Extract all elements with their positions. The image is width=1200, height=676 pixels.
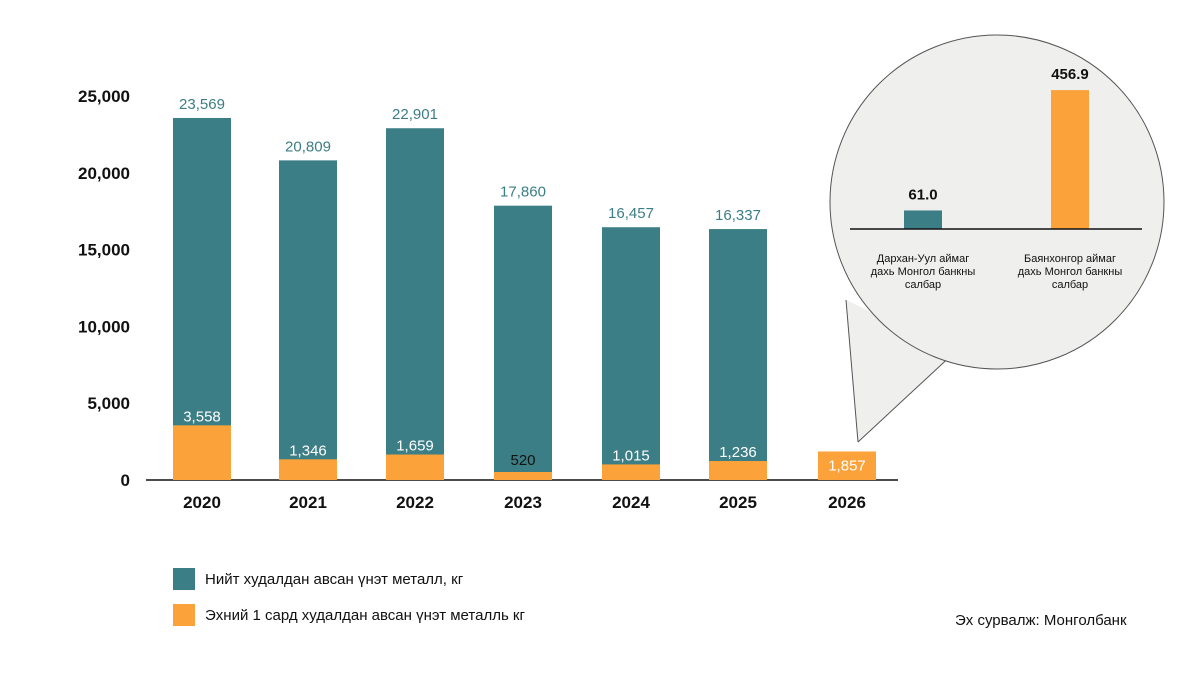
- bar-first-month: [173, 425, 231, 480]
- legend-label-first-month: Эхний 1 сард худалдан авсан үнэт металль…: [205, 606, 525, 624]
- y-tick-label: 5,000: [87, 394, 130, 413]
- data-label-first-month: 1,857: [828, 457, 866, 474]
- x-tick-label: 2021: [289, 493, 327, 512]
- bar-total: [279, 160, 337, 480]
- x-tick-label: 2022: [396, 493, 434, 512]
- source-note: Эх сурвалж: Монголбанк: [955, 612, 1127, 629]
- x-tick-label: 2024: [612, 493, 650, 512]
- legend-label-total: Нийт худалдан авсан үнэт металл, кг: [205, 570, 464, 588]
- bar-total: [709, 229, 767, 480]
- inset-category-label: дахь Монгол банкны: [1018, 266, 1123, 278]
- inset-category-label: салбар: [905, 279, 941, 291]
- data-label-first-month: 520: [510, 452, 535, 469]
- inset-category-label: дахь Монгол банкны: [871, 266, 976, 278]
- y-tick-label: 25,000: [78, 87, 130, 106]
- inset-data-label: 456.9: [1051, 66, 1089, 83]
- y-tick-label: 10,000: [78, 317, 130, 336]
- x-tick-label: 2023: [504, 493, 542, 512]
- inset-category-label: салбар: [1052, 279, 1088, 291]
- inset-circle: [829, 34, 1165, 370]
- inset-data-label: 61.0: [908, 186, 937, 203]
- callout-wedge: [846, 300, 955, 442]
- data-label-first-month: 1,236: [719, 444, 757, 461]
- inset-category-label: Дархан-Уул аймаг: [877, 253, 969, 265]
- x-tick-label: 2025: [719, 493, 757, 512]
- y-tick-label: 20,000: [78, 164, 130, 183]
- data-label-total: 23,569: [179, 96, 225, 113]
- bar-first-month: [386, 454, 444, 480]
- y-tick-label: 15,000: [78, 241, 130, 260]
- callout-line-right: [857, 351, 956, 443]
- data-label-first-month: 1,659: [396, 438, 434, 455]
- legend-swatch-first-month: [173, 604, 195, 626]
- inset-bar: [1051, 90, 1089, 229]
- legend: Нийт худалдан авсан үнэт металл, кг Эхни…: [173, 568, 525, 640]
- x-tick-label: 2026: [828, 493, 866, 512]
- bar-total: [386, 128, 444, 480]
- legend-swatch-total: [173, 568, 195, 590]
- data-label-total: 16,337: [715, 207, 761, 224]
- bar-first-month: [279, 459, 337, 480]
- y-tick-label: 0: [121, 471, 130, 490]
- main-bars: 23,569 3,558 20,809 1,346 22,901 1,659 17,860 5…: [173, 96, 876, 480]
- legend-item-total: Нийт худалдан авсан үнэт металл, кг: [173, 568, 525, 590]
- inset-category-label: Баянхонгор аймаг: [1024, 253, 1116, 265]
- main-axes: 0 5,000 10,000 15,000 20,000 25,000 2020 2021 20…: [78, 87, 898, 512]
- bar-first-month: [818, 451, 876, 480]
- bar-total: [173, 117, 231, 480]
- inset-bar: [904, 210, 942, 229]
- bar-first-month: [602, 464, 660, 480]
- data-label-total: 16,457: [608, 205, 654, 222]
- callout-line-left: [845, 299, 859, 443]
- bar-total: [494, 205, 552, 480]
- data-label-total: 22,901: [392, 106, 438, 123]
- data-label-total: 20,809: [285, 138, 331, 155]
- data-label-first-month: 1,346: [289, 442, 327, 459]
- bar-first-month: [709, 461, 767, 480]
- bar-total: [602, 227, 660, 480]
- x-tick-label: 2020: [183, 493, 221, 512]
- legend-item-first-month: Эхний 1 сард худалдан авсан үнэт металль…: [173, 604, 525, 626]
- data-label-first-month: 1,015: [612, 447, 650, 464]
- data-label-first-month: 3,558: [183, 408, 221, 425]
- bar-first-month: [494, 472, 552, 480]
- data-label-total: 17,860: [500, 184, 546, 201]
